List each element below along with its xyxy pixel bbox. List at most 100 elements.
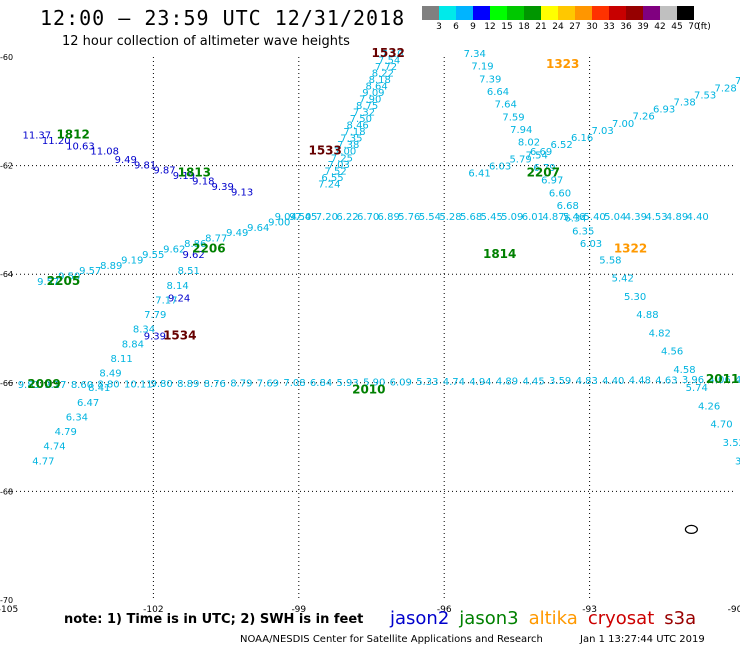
colorbar [422, 6, 694, 20]
swh-value: 6.79 [533, 163, 555, 174]
swh-value: 6.22 [336, 212, 358, 223]
credit-timestamp: Jan 1 13:27:44 UTC 2019 [580, 634, 705, 645]
swh-value: 7.50 [350, 114, 372, 125]
swh-value: 8.89 [177, 379, 199, 390]
colorbar-swatch [660, 6, 677, 20]
swh-value: 8.11 [111, 354, 133, 365]
swh-value: 4.56 [661, 347, 683, 358]
colorbar-swatch [456, 6, 473, 20]
swh-value: 6.68 [557, 201, 579, 212]
colorbar-swatch [507, 6, 524, 20]
lon-tick-label: -93 [582, 605, 597, 615]
lon-tick-label: -105 [0, 605, 18, 615]
pass-label: 2205 [47, 274, 80, 288]
pass-label: 1534 [163, 328, 196, 342]
swh-value: 6.34 [564, 214, 586, 225]
pass-label: 2206 [192, 241, 225, 255]
swh-value: 8.46 [347, 121, 369, 132]
colorbar-label: 70 [688, 22, 700, 32]
legend-item-s3a: s3a [664, 608, 697, 629]
pass-label: 1323 [546, 57, 579, 71]
lon-tick-label: -99 [291, 605, 306, 615]
swh-value: 8.80 [97, 380, 119, 391]
swh-value: 9.27 [44, 380, 66, 391]
swh-value: 8.49 [99, 369, 121, 380]
swh-value: 4.45 [522, 376, 544, 387]
swh-value: 8.79 [230, 379, 252, 390]
swh-value-jason2: 11.08 [90, 147, 119, 158]
swh-value: 5.09 [501, 212, 523, 223]
swh-value: 7.72 [375, 62, 397, 73]
swh-value: 4.40 [602, 376, 624, 387]
swh-value: 7.20 [316, 212, 338, 223]
legend-item-jason2: jason2 [390, 608, 450, 629]
swh-value: 5.58 [599, 255, 621, 266]
swh-value: 3.52 [723, 438, 740, 449]
swh-value: 4.26 [698, 401, 720, 412]
swh-value: 7.03 [328, 160, 350, 171]
pass-label: 1532 [372, 46, 405, 60]
swh-value: 6.70 [357, 212, 379, 223]
colorbar-swatch [541, 6, 558, 20]
swh-value: 9.64 [247, 223, 269, 234]
swh-value-jason2: 9.81 [134, 160, 156, 171]
colorbar-label: 45 [671, 22, 683, 32]
swh-value: 8.86 [184, 239, 206, 250]
lon-tick-label: -96 [437, 605, 452, 615]
map-title: 12:00 – 23:59 UTC 12/31/2018 [40, 6, 406, 30]
swh-value: 3.96 [682, 375, 704, 386]
swh-value: 7.79 [144, 310, 166, 321]
swh-value: 4.40 [687, 212, 709, 223]
swh-value: 5.54 [419, 212, 441, 223]
swh-value: 7.46 [735, 76, 740, 87]
swh-value: 8.75 [356, 101, 378, 112]
lon-tick-label: -102 [143, 605, 163, 615]
swh-value: 4.70 [710, 420, 732, 431]
swh-value: 5.42 [612, 274, 634, 285]
pass-label: 2009 [27, 377, 60, 391]
swh-value: 9.00 [268, 217, 290, 228]
swh-value: 7.17 [155, 295, 177, 306]
credit-text: NOAA/NESDIS Center for Satellite Applica… [240, 634, 543, 645]
colorbar-label: 9 [470, 22, 476, 32]
swh-value: 7.39 [479, 74, 501, 85]
swh-value: 9.55 [142, 250, 164, 261]
swh-value: 5.28 [439, 212, 461, 223]
swh-value: 5.33 [416, 377, 438, 388]
swh-value: 7.19 [471, 62, 493, 73]
swh-value-jason2: 11.37 [23, 130, 52, 141]
swh-value: 7.00 [334, 147, 356, 158]
swh-value: 7.32 [353, 108, 375, 119]
swh-value: 5.68 [460, 212, 482, 223]
swh-value: 8.51 [178, 266, 200, 277]
swh-value: 7.53 [694, 90, 716, 101]
colorbar-label: 12 [484, 22, 496, 32]
swh-value: 6.55 [321, 173, 343, 184]
swh-value-jason2: 9.39 [212, 182, 234, 193]
swh-value: 9.50 [58, 272, 80, 283]
swh-value: 5.04 [604, 212, 626, 223]
pass-label: 1813 [178, 165, 211, 179]
colorbar-label: 36 [620, 22, 632, 32]
swh-value: 5.40 [584, 212, 606, 223]
swh-value: 4.87 [542, 212, 564, 223]
colorbar-label: 39 [637, 22, 649, 32]
pass-label: 1814 [483, 247, 516, 261]
lat-tick-label: -64 [0, 270, 13, 279]
colorbar-label: 3 [436, 22, 442, 32]
swh-value: 4.39 [625, 212, 647, 223]
colorbar-label: 21 [535, 22, 547, 32]
swh-value: 7.08 [283, 378, 305, 389]
colorbar-swatch [575, 6, 592, 20]
swh-value: 4.89 [496, 377, 518, 388]
swh-value: 5.30 [624, 292, 646, 303]
swh-value-jason2: 11.20 [42, 136, 71, 147]
swh-value: 4.94 [469, 377, 491, 388]
pass-label: 2011 [706, 372, 739, 386]
swh-value-jason2: 9.39 [144, 331, 166, 342]
swh-value: 4.88 [636, 310, 658, 321]
swh-value: 4.74 [443, 377, 465, 388]
swh-value: 7.24 [318, 179, 340, 190]
swh-value: 7.35 [340, 134, 362, 145]
swh-value: 4.63 [655, 375, 677, 386]
